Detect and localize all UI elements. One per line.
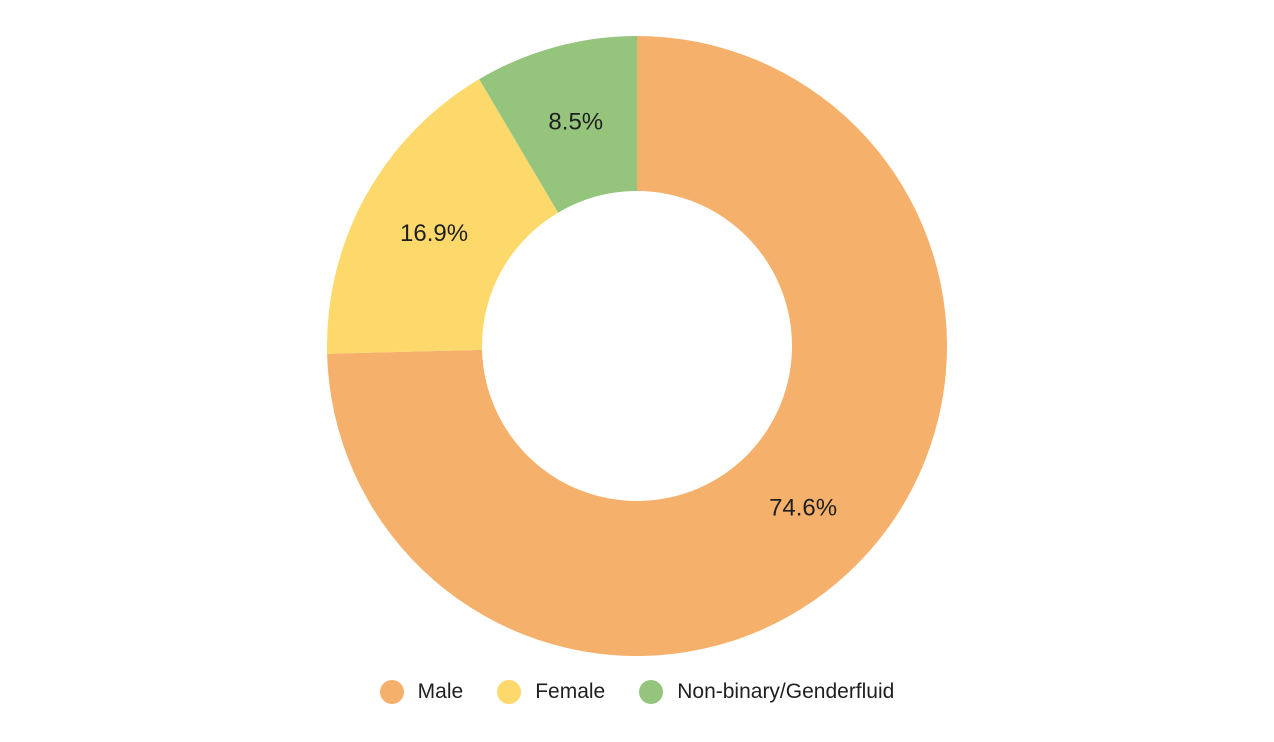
legend-label-female: Female bbox=[535, 680, 606, 703]
donut-slice-non-binary-genderfluid[interactable] bbox=[479, 36, 637, 213]
slices-group bbox=[327, 36, 947, 656]
donut-slice-female[interactable] bbox=[327, 79, 559, 354]
legend-label-male: Male bbox=[417, 680, 464, 703]
slice-label-female: 16.9% bbox=[400, 220, 468, 247]
slice-label-male: 74.6% bbox=[769, 494, 837, 521]
donut-slice-male[interactable] bbox=[327, 36, 947, 656]
slice-labels-group: 74.6% 16.9% 8.5% bbox=[400, 109, 837, 522]
legend-item-non-binary[interactable]: Non-binary/Genderfluid bbox=[639, 680, 894, 704]
legend-swatch-non-binary bbox=[639, 680, 664, 704]
slice-label-non-binary-genderfluid: 8.5% bbox=[548, 109, 603, 136]
legend-swatch-male bbox=[379, 680, 404, 704]
legend-item-male[interactable]: Male bbox=[379, 680, 464, 704]
legend-label-non-binary: Non-binary/Genderfluid bbox=[677, 680, 895, 703]
legend-item-female[interactable]: Female bbox=[497, 680, 605, 704]
chart-legend: Male Female Non-binary/Genderfluid bbox=[0, 676, 1274, 708]
legend-swatch-female bbox=[497, 680, 522, 704]
